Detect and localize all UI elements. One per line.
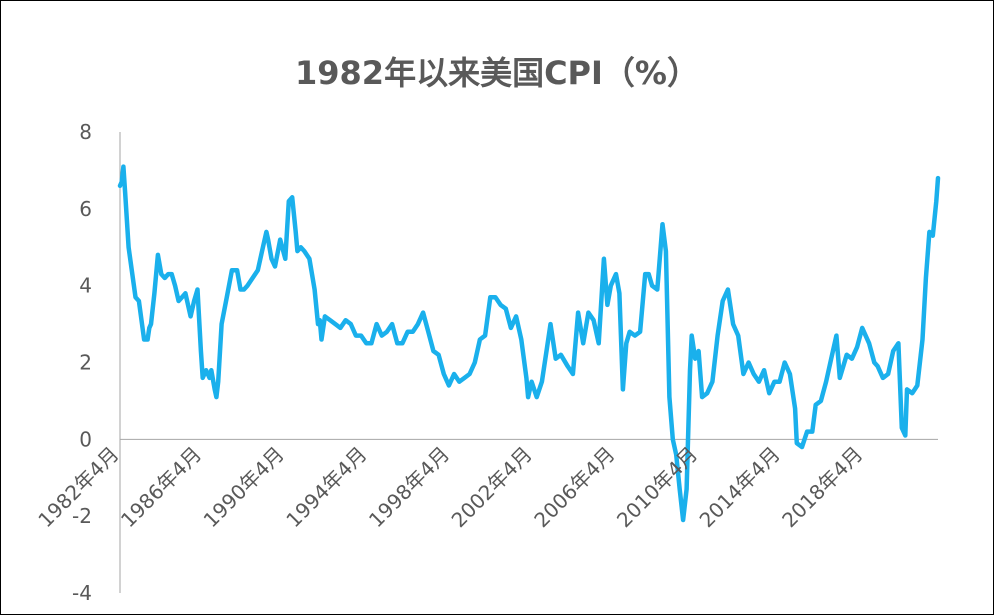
x-tick-label: 2002年4月 — [447, 442, 537, 532]
x-tick-label: 2018年4月 — [777, 442, 867, 532]
y-tick-label: -2 — [72, 504, 92, 528]
x-tick-label: 1986年4月 — [116, 442, 206, 532]
y-tick-label: -4 — [72, 581, 92, 605]
y-tick-label: 2 — [79, 351, 92, 375]
y-tick-label: 0 — [79, 427, 92, 451]
y-tick-label: 6 — [79, 197, 92, 221]
x-tick-label: 1994年4月 — [281, 442, 371, 532]
series-line-0 — [117, 164, 941, 523]
x-tick-label: 1990年4月 — [199, 442, 289, 532]
x-tick-label: 2014年4月 — [695, 442, 785, 532]
x-tick-label: 2006年4月 — [529, 442, 619, 532]
x-tick-label: 1998年4月 — [364, 442, 454, 532]
chart-title: 1982年以来美国CPI（%） — [295, 54, 699, 92]
y-tick-label: 8 — [79, 120, 92, 144]
y-tick-label: 4 — [79, 274, 92, 298]
